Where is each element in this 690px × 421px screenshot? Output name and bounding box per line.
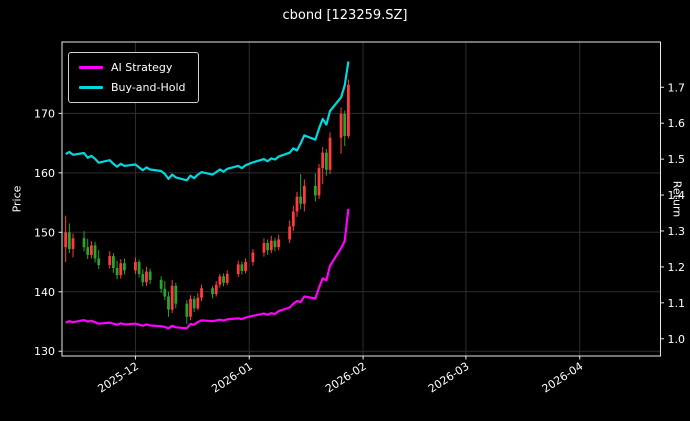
- candle-body: [141, 273, 145, 283]
- tick-label: 1.6: [668, 117, 686, 130]
- candle-body: [174, 285, 178, 304]
- candle-body: [339, 113, 343, 138]
- candle-body: [163, 288, 167, 297]
- candle-body: [291, 211, 295, 227]
- candle-body: [251, 252, 255, 263]
- tick-label: 2026-03: [426, 360, 472, 396]
- candle-body: [262, 243, 266, 253]
- legend-label: Buy-and-Hold: [111, 81, 186, 94]
- candle-body: [134, 262, 137, 271]
- candle-body: [240, 264, 244, 271]
- candle-body: [196, 297, 200, 309]
- buy-and-hold-line-swatch: [79, 86, 103, 89]
- candle-body: [71, 238, 75, 249]
- tick-label: 1.1: [668, 297, 686, 310]
- candle-body: [170, 285, 174, 310]
- axis-ticks: 130 140 150 160 170 1.0 1.1 1.2 1.3 1.4 1.5 1.6 1.7 2…: [34, 81, 685, 395]
- ai-strategy-line: [65, 208, 350, 330]
- tick-label: 130: [34, 345, 55, 358]
- tick-label: 1.0: [668, 333, 686, 346]
- candle-body: [317, 168, 321, 196]
- candle-body: [236, 264, 240, 274]
- candle-body: [269, 240, 273, 251]
- ai-strategy-line-swatch: [79, 66, 103, 69]
- legend-item-ai-strategy: AI Strategy: [79, 61, 186, 74]
- tick-label: 2025-12: [95, 360, 141, 396]
- legend-label: AI Strategy: [111, 61, 173, 74]
- candle-body: [225, 273, 229, 283]
- candle-body: [137, 262, 141, 274]
- candle-body: [277, 239, 281, 248]
- candle-body: [214, 284, 218, 295]
- candle-body: [343, 113, 347, 136]
- candle-body: [324, 152, 328, 170]
- candle-body: [112, 256, 115, 268]
- candle-body: [64, 232, 68, 248]
- candle-body: [200, 288, 203, 298]
- tick-label: 150: [34, 226, 55, 239]
- tick-label: 1.4: [668, 189, 686, 202]
- candle-body: [321, 152, 325, 169]
- candle-body: [86, 247, 90, 255]
- candle-body: [148, 271, 152, 280]
- candle-body: [89, 245, 93, 255]
- candle-body: [189, 298, 192, 317]
- candle-body: [328, 137, 332, 170]
- candle-body: [222, 276, 225, 283]
- candle-body: [302, 185, 306, 204]
- candle-body: [97, 258, 101, 266]
- candle-body: [185, 303, 189, 317]
- tick-label: 140: [34, 286, 55, 299]
- candle-body: [93, 245, 97, 259]
- tick-label: 170: [34, 107, 55, 120]
- candlestick-series: [64, 79, 350, 324]
- tick-label: 1.2: [668, 261, 686, 274]
- candle-body: [295, 196, 299, 212]
- candle-body: [218, 276, 222, 285]
- candle-body: [82, 238, 86, 248]
- candle-body: [244, 262, 247, 271]
- candle-body: [119, 263, 123, 276]
- candle-body: [273, 240, 277, 248]
- candle-body: [108, 256, 112, 266]
- return-axis-label: Return: [670, 180, 684, 218]
- plot-frame: [61, 41, 661, 357]
- tick-label: 1.7: [668, 81, 686, 94]
- candle-body: [167, 296, 170, 310]
- chart-title: cbond [123259.SZ]: [282, 8, 408, 23]
- buy-and-hold-line: [65, 61, 350, 182]
- candle-body: [67, 232, 71, 249]
- tick-label: 160: [34, 167, 55, 180]
- candle-body: [288, 226, 292, 240]
- tick-label: 2026-01: [209, 360, 255, 396]
- candle-body: [192, 298, 196, 309]
- candle-body: [266, 243, 270, 251]
- candle-body: [123, 263, 126, 271]
- candle-body: [145, 271, 148, 283]
- candle-body: [346, 84, 350, 136]
- candle-body: [211, 288, 214, 295]
- candle-body: [313, 185, 317, 196]
- candle-body: [115, 267, 119, 276]
- price-axis-label: Price: [10, 185, 24, 213]
- tick-label: 2026-02: [323, 360, 369, 396]
- candle-body: [299, 196, 303, 204]
- legend-item-buy-and-hold: Buy-and-Hold: [79, 81, 186, 94]
- tick-label: 2026-04: [540, 360, 586, 396]
- candle-body: [159, 279, 163, 289]
- tick-label: 1.3: [668, 225, 686, 238]
- tick-label: 1.5: [668, 153, 686, 166]
- legend: AI Strategy Buy-and-Hold: [68, 52, 199, 103]
